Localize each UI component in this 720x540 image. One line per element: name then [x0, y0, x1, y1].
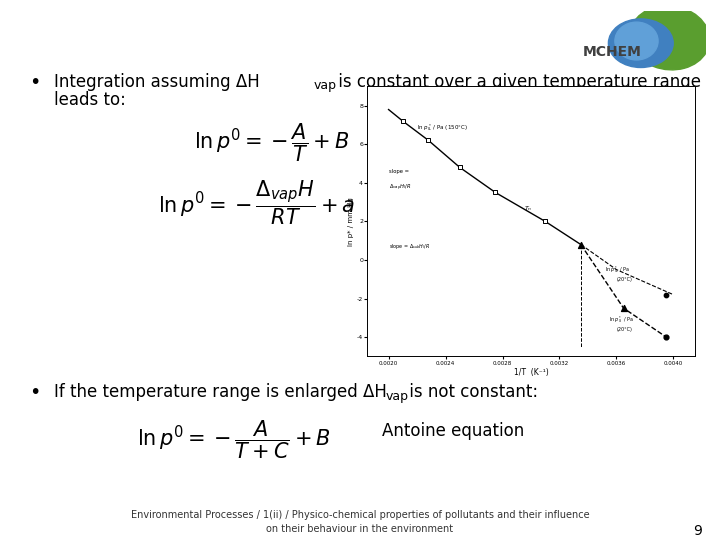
Text: (20°C): (20°C) — [616, 277, 632, 282]
X-axis label: 1/T  (K⁻¹): 1/T (K⁻¹) — [513, 368, 549, 377]
Text: ln $p^*_S$ / Pa: ln $p^*_S$ / Pa — [609, 315, 634, 326]
Point — [660, 333, 672, 341]
Text: vap: vap — [313, 79, 336, 92]
Text: slope = $\Delta_{sub}H_l/R$: slope = $\Delta_{sub}H_l/R$ — [389, 242, 430, 252]
Text: Environmental Processes / 1(ii) / Physico-chemical properties of pollutants and : Environmental Processes / 1(ii) / Physic… — [131, 510, 589, 521]
Text: slope =: slope = — [389, 169, 408, 174]
Point — [397, 117, 408, 125]
Text: $\ln p^0 = -\dfrac{A}{T} + B$: $\ln p^0 = -\dfrac{A}{T} + B$ — [194, 122, 350, 164]
Text: Integration assuming ΔH: Integration assuming ΔH — [54, 73, 260, 91]
Ellipse shape — [615, 22, 658, 60]
Text: is not constant:: is not constant: — [404, 383, 538, 401]
Text: If the temperature range is enlarged ΔH: If the temperature range is enlarged ΔH — [54, 383, 387, 401]
Ellipse shape — [608, 19, 673, 68]
Text: ln $p^*_{lL}$ / Pa: ln $p^*_{lL}$ / Pa — [605, 265, 630, 275]
Point — [490, 188, 501, 197]
Text: is constant over a given temperature range: is constant over a given temperature ran… — [333, 73, 701, 91]
Point — [618, 304, 629, 313]
Ellipse shape — [629, 6, 710, 70]
Text: vap: vap — [385, 390, 408, 403]
Text: Antoine equation: Antoine equation — [382, 422, 524, 440]
Point — [454, 163, 466, 172]
Text: leads to:: leads to: — [54, 91, 126, 109]
Text: $\ln p^0 = -\dfrac{\Delta_{vap}H}{RT} + a$: $\ln p^0 = -\dfrac{\Delta_{vap}H}{RT} + … — [158, 178, 356, 227]
Text: •: • — [29, 73, 40, 92]
Y-axis label: ln p* / mm Hg: ln p* / mm Hg — [348, 197, 354, 246]
Point — [575, 240, 587, 249]
Text: •: • — [29, 383, 40, 402]
Point — [660, 291, 672, 299]
Point — [539, 217, 551, 226]
Text: MCHEM: MCHEM — [583, 45, 642, 59]
Text: $T_n$: $T_n$ — [524, 204, 532, 213]
Text: $\Delta_{vap}H_l/R$: $\Delta_{vap}H_l/R$ — [389, 183, 411, 193]
Point — [423, 136, 434, 145]
Text: 9: 9 — [693, 524, 702, 538]
Text: (20°C): (20°C) — [616, 327, 632, 332]
Text: $\ln p^0 = -\dfrac{A}{T+C} + B$: $\ln p^0 = -\dfrac{A}{T+C} + B$ — [137, 418, 330, 461]
Text: ln $p^*_{lL}$ / Pa (150°C): ln $p^*_{lL}$ / Pa (150°C) — [417, 122, 468, 132]
Text: on their behaviour in the environment: on their behaviour in the environment — [266, 524, 454, 534]
